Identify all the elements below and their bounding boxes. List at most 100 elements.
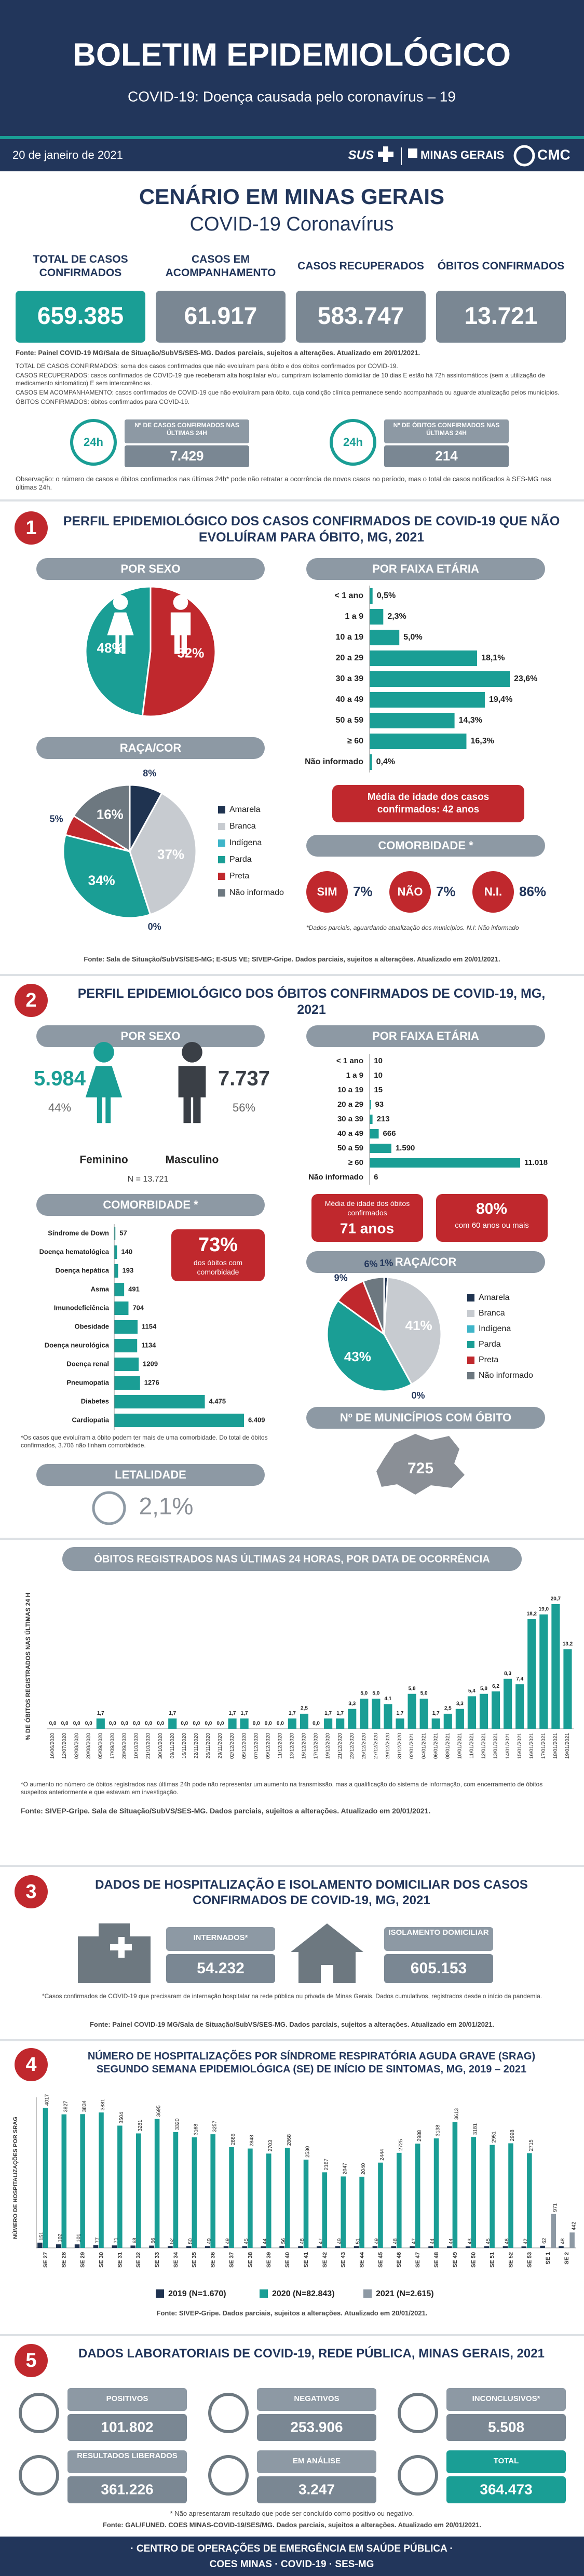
bar-value: 0,0 (109, 1721, 116, 1727)
bar-value: 1,7 (324, 1711, 332, 1716)
card-box (436, 291, 566, 343)
bar-category: Diabetes (81, 1397, 109, 1405)
bar-value: 2988 (417, 2130, 423, 2141)
bar (370, 713, 455, 728)
bar-value: 5,4 (468, 1688, 476, 1694)
bar (515, 1684, 524, 1729)
section-badge (15, 2344, 48, 2377)
bar (491, 1691, 500, 1729)
definition: TOTAL DE CASOS CONFIRMADOS: soma dos cas… (16, 362, 398, 370)
section-number: 4 (25, 2054, 36, 2076)
bar-value: 971 (552, 2203, 558, 2212)
bar (210, 2134, 215, 2248)
item-label-box (67, 2388, 187, 2411)
bar (335, 2246, 341, 2248)
bar (114, 1264, 118, 1278)
bar-value: 42 (523, 2239, 528, 2245)
legend-swatch (467, 1357, 474, 1364)
bar-category: Doença renal (66, 1360, 109, 1367)
x-tick-label: 19/01/2021 (565, 1733, 571, 1759)
heading-pill (306, 1025, 545, 1047)
heading: RAÇA/COR (395, 1255, 457, 1268)
bar (114, 1395, 205, 1408)
heading: POR SEXO (121, 562, 181, 575)
note: *Dados parciais, aguardando atualização … (306, 924, 519, 931)
x-tick-label: SE 1 (545, 2252, 551, 2265)
x-tick-label: SE 46 (396, 2252, 402, 2268)
last24-value-box (125, 445, 249, 467)
x-tick-label: 19/12/2020 (325, 1733, 331, 1759)
section-title: DADOS DE HOSPITALIZAÇÃO E ISOLAMENTO DOM… (95, 1878, 528, 1907)
bar-value: 0,0 (73, 1721, 80, 1727)
note: *Os casos que evoluíram a óbito podem te… (21, 1434, 268, 1449)
section-badge (15, 984, 48, 1017)
pie-label: 41% (405, 1318, 432, 1333)
bar-value: 213 (377, 1115, 390, 1123)
bar-value: 151 (39, 2232, 45, 2241)
bar-category: 40 a 49 (337, 1129, 363, 1138)
sex-percent: 56% (233, 1101, 255, 1114)
bar-value: 3281 (138, 2120, 143, 2132)
item-label: EM ANÁLISE (293, 2457, 341, 2465)
bar-value: 0,0 (145, 1721, 152, 1727)
x-tick-label: 18/01/2021 (553, 1733, 559, 1759)
bar-value: 49 (374, 2238, 380, 2244)
legend-swatch (467, 1372, 474, 1379)
bar (99, 2112, 104, 2248)
bar (114, 1339, 138, 1352)
x-tick-label: 02/12/2020 (229, 1733, 235, 1759)
item-label: NEGATIVOS (294, 2394, 339, 2403)
card-value: 583.747 (318, 302, 404, 329)
bar (410, 2246, 415, 2248)
bar-value: 1,7 (336, 1711, 344, 1716)
bar-category: 10 a 19 (336, 633, 363, 642)
bar-value: 2,5 (444, 1706, 452, 1712)
last24-label-box (384, 419, 509, 443)
x-tick-label: SE 52 (508, 2252, 514, 2268)
bar-category: 20 a 29 (336, 654, 363, 662)
section-badge (15, 2048, 48, 2081)
bar-value: 2848 (249, 2135, 255, 2147)
elderly-box (436, 1194, 548, 1242)
source: Fonte: Sala de Situação/SubVS/SES-MG; E-… (84, 955, 500, 963)
bar (360, 1699, 369, 1729)
source: Fonte: SIVEP-Gripe. Sala de Situação/Sub… (21, 1807, 431, 1815)
bar-value: 7,4 (516, 1676, 523, 1682)
bar-value: 1134 (141, 1341, 156, 1349)
bar-value: 68 (132, 2238, 138, 2244)
section-divider (0, 1865, 584, 1867)
bar-value: 44 (449, 2238, 454, 2244)
x-tick-label: SE 36 (210, 2252, 216, 2268)
bar-value: 0,0 (313, 1721, 320, 1727)
bar-category: 10 a 19 (337, 1086, 363, 1094)
bar-value: 3181 (472, 2123, 478, 2135)
bar-value: 1276 (144, 1378, 159, 1386)
bar-value: 2040 (361, 2163, 366, 2175)
x-tick-label: SE 27 (43, 2252, 49, 2268)
bar (74, 2244, 80, 2248)
x-tick-label: SE 51 (490, 2252, 496, 2268)
clock-label: 24h (343, 436, 363, 449)
bar-category: Não informado (308, 1173, 363, 1182)
x-tick-label: 05/12/2020 (241, 1733, 247, 1759)
bar-value: 3827 (63, 2100, 69, 2112)
card-label: CASOS EM ACOMPANHAMENTO (165, 253, 276, 279)
legend-label: Branca (479, 1309, 505, 1318)
item-value: 54.232 (197, 1960, 245, 1977)
bar-category: Imunodeficiência (54, 1304, 110, 1311)
bar-value: 3257 (212, 2120, 218, 2132)
bar-value: 1,7 (397, 1711, 404, 1716)
x-tick-label: SE 2 (564, 2252, 570, 2265)
x-tick-label: SE 31 (117, 2252, 123, 2268)
pie-label: 8% (143, 768, 156, 779)
bar-value: 48 (560, 2238, 566, 2244)
bar-value: 0,0 (265, 1721, 272, 1727)
bar-value: 0,0 (181, 1721, 188, 1727)
bar-value: 2530 (305, 2146, 311, 2158)
item-label: ISOLAMENTO DOMICILIAR (388, 1928, 489, 1937)
x-tick-label: 11/01/2021 (469, 1733, 475, 1759)
bar-value: 1,7 (169, 1711, 176, 1716)
bar (93, 2245, 99, 2248)
bar-value: 13,2 (563, 1642, 573, 1647)
bar-value: 704 (132, 1304, 144, 1311)
